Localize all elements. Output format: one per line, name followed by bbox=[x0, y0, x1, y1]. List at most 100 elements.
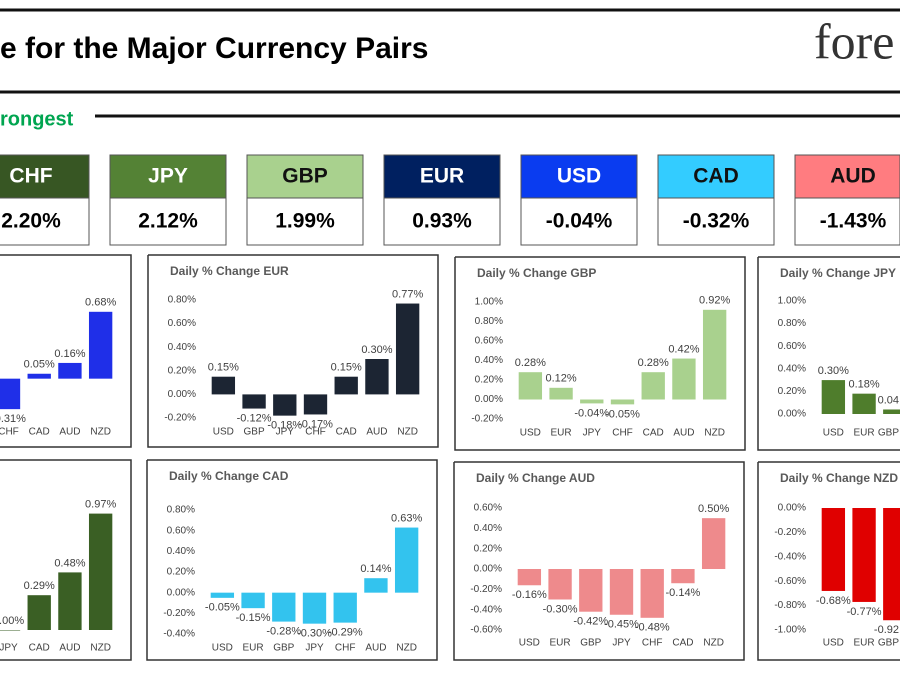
x-tick-label: CHF bbox=[642, 638, 663, 649]
y-tick-label: 0.40% bbox=[474, 523, 502, 534]
value-label: 0.77% bbox=[392, 288, 423, 300]
y-tick-label: -0.20% bbox=[470, 584, 502, 595]
y-tick-label: -1.00% bbox=[774, 625, 806, 636]
bar bbox=[517, 569, 542, 586]
y-tick-label: -0.60% bbox=[774, 576, 806, 587]
value-label: -0.48% bbox=[635, 622, 670, 634]
y-tick-label: 0.80% bbox=[475, 316, 503, 327]
y-tick-label: -0.80% bbox=[774, 600, 806, 611]
value-label: -0.04% bbox=[574, 407, 609, 419]
x-tick-label: CHF bbox=[0, 427, 19, 438]
x-tick-label: NZD bbox=[703, 638, 724, 649]
panel-border bbox=[454, 256, 746, 451]
y-tick-label: -0.20% bbox=[774, 527, 806, 538]
value-label: 0.68% bbox=[85, 297, 116, 309]
bar bbox=[548, 569, 572, 600]
value-label: 0.05% bbox=[24, 359, 55, 371]
x-tick-label: GBP bbox=[878, 638, 899, 649]
bar bbox=[334, 376, 358, 395]
y-tick-label: -0.40% bbox=[774, 551, 806, 562]
bar bbox=[609, 569, 634, 615]
panel-background bbox=[147, 460, 437, 660]
chart-title: Daily % Change NZD bbox=[780, 471, 898, 485]
y-tick-label: 0.80% bbox=[778, 318, 806, 329]
bar bbox=[273, 394, 297, 416]
y-tick-label: 0.60% bbox=[167, 525, 195, 536]
bar bbox=[27, 373, 51, 379]
value-label: -0.30% bbox=[297, 628, 332, 640]
x-tick-label: AUD bbox=[365, 643, 386, 654]
currency-header bbox=[794, 154, 900, 199]
y-tick-label: 0.60% bbox=[474, 503, 502, 514]
value-label: 0.15% bbox=[331, 362, 362, 374]
value-label: -0.30% bbox=[543, 603, 578, 615]
value-label: 0.30% bbox=[818, 365, 849, 377]
bar bbox=[580, 399, 604, 404]
y-tick-label: -0.40% bbox=[163, 629, 195, 640]
value-label: -0.31% bbox=[0, 413, 26, 425]
x-tick-label: NZD bbox=[90, 643, 111, 654]
x-tick-label: CAD bbox=[643, 428, 664, 439]
y-tick-label: 0.60% bbox=[778, 341, 806, 352]
value-label: -0.05% bbox=[605, 408, 640, 420]
x-tick-label: CAD bbox=[29, 643, 50, 654]
y-tick-label: 1.00% bbox=[475, 297, 503, 308]
x-tick-label: USD bbox=[519, 638, 540, 649]
y-tick-label: 0.00% bbox=[475, 394, 503, 405]
y-tick-label: -0.20% bbox=[164, 413, 196, 424]
currency-name: EUR bbox=[420, 165, 464, 188]
x-tick-label: NZD bbox=[396, 643, 417, 654]
y-tick-label: -0.40% bbox=[470, 604, 502, 615]
value-label: 0.28% bbox=[638, 357, 669, 369]
bar bbox=[242, 394, 266, 409]
bar bbox=[27, 595, 51, 630]
bar bbox=[883, 508, 900, 621]
x-tick-label: JPY bbox=[305, 643, 324, 654]
value-label: 0.97% bbox=[85, 499, 116, 511]
value-label: 0.30% bbox=[361, 344, 392, 356]
x-tick-label: AUD bbox=[366, 427, 387, 438]
bar bbox=[241, 592, 265, 609]
value-label: 0.14% bbox=[360, 563, 391, 575]
bar bbox=[0, 630, 21, 631]
value-label: 0.42% bbox=[668, 343, 699, 355]
x-tick-label: GBP bbox=[244, 427, 265, 438]
value-label: -0.12% bbox=[237, 412, 272, 424]
x-tick-label: CHF bbox=[612, 428, 633, 439]
currency-change: -0.04% bbox=[546, 210, 613, 233]
bar bbox=[210, 592, 235, 598]
x-tick-label: USD bbox=[213, 427, 234, 438]
value-label: -0.16% bbox=[512, 589, 547, 601]
page-title: e for the Major Currency Pairs bbox=[0, 32, 428, 65]
value-label: 0.15% bbox=[208, 362, 239, 374]
y-tick-label: 0.20% bbox=[475, 375, 503, 386]
bar bbox=[88, 513, 113, 630]
panel-border bbox=[146, 459, 438, 661]
y-tick-label: 0.40% bbox=[475, 355, 503, 366]
value-label: 0.29% bbox=[24, 580, 55, 592]
chart-title: Daily % Change AUD bbox=[476, 471, 595, 485]
value-label: 0.63% bbox=[391, 512, 422, 524]
bar bbox=[671, 569, 695, 584]
currency-name: JPY bbox=[148, 165, 188, 188]
y-tick-label: 0.20% bbox=[167, 567, 195, 578]
x-tick-label: GBP bbox=[580, 638, 601, 649]
currency-change: 1.99% bbox=[275, 210, 335, 233]
section-title: rongest bbox=[0, 108, 74, 130]
y-tick-label: -0.20% bbox=[471, 414, 503, 425]
currency-value-box bbox=[383, 197, 501, 246]
currency-header bbox=[520, 154, 638, 199]
bar bbox=[641, 372, 665, 400]
bar bbox=[821, 380, 846, 414]
y-tick-label: 0.00% bbox=[778, 409, 806, 420]
x-tick-label: USD bbox=[520, 428, 541, 439]
currency-header bbox=[0, 154, 90, 199]
currency-change: -0.32% bbox=[683, 210, 750, 233]
logo: fore bbox=[814, 13, 895, 69]
bar bbox=[518, 372, 543, 400]
y-tick-label: 0.60% bbox=[475, 336, 503, 347]
bar bbox=[395, 303, 420, 395]
value-label: -0.18% bbox=[267, 420, 302, 432]
bar bbox=[88, 311, 113, 379]
